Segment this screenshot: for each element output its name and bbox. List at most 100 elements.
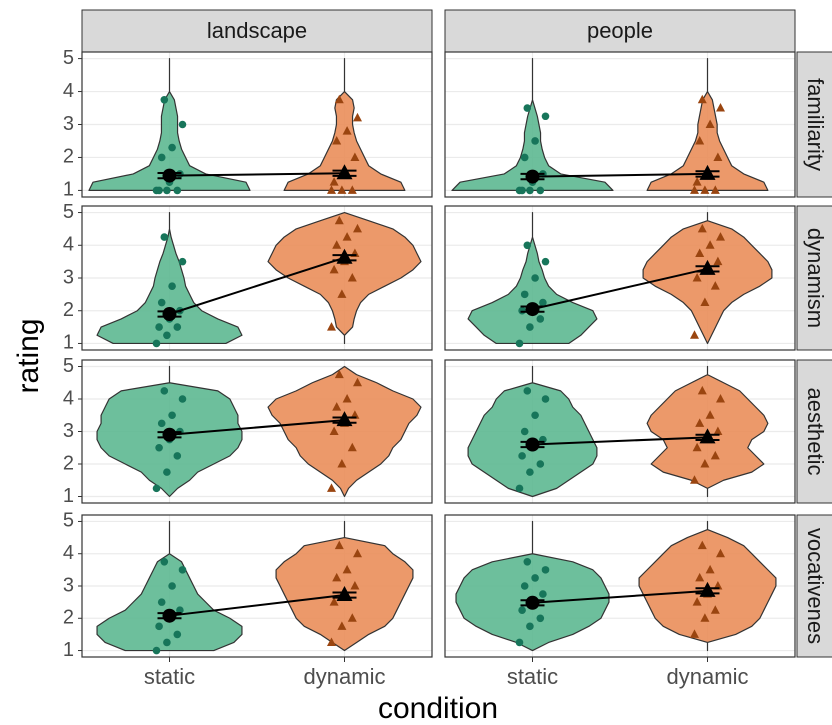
y-tick-label: 3	[63, 266, 74, 288]
point	[329, 426, 339, 435]
point	[342, 394, 352, 403]
point	[353, 548, 362, 558]
point	[152, 646, 161, 655]
point	[173, 186, 182, 195]
point	[157, 298, 166, 307]
row-strip-label: dynamism	[803, 228, 828, 328]
point	[178, 257, 187, 266]
point	[160, 233, 169, 241]
panel-border	[81, 51, 433, 198]
point	[539, 590, 547, 598]
point	[526, 323, 534, 331]
violin	[283, 57, 406, 192]
y-tick-label: 1	[63, 639, 74, 661]
panel-border	[81, 205, 433, 351]
point	[347, 442, 357, 452]
row-strip	[796, 514, 832, 658]
point	[518, 452, 526, 460]
point	[541, 566, 550, 574]
point	[155, 622, 163, 631]
mean-line	[169, 419, 345, 436]
point	[157, 153, 166, 162]
row-strip-label: aesthetic	[803, 387, 828, 475]
x-tick-label: dynamic	[304, 664, 386, 689]
row-strip	[796, 205, 832, 351]
point	[531, 574, 539, 582]
point	[700, 459, 710, 468]
point	[697, 94, 707, 104]
point	[327, 483, 336, 492]
row-strip-group: familiarity	[796, 51, 832, 198]
point	[155, 323, 163, 331]
point	[536, 460, 545, 468]
point	[541, 395, 550, 403]
mean-point	[525, 595, 540, 610]
point	[695, 248, 705, 257]
point	[160, 387, 169, 395]
point	[536, 186, 545, 195]
point	[155, 443, 163, 452]
x-tick-label: static	[144, 664, 195, 689]
violin	[275, 520, 414, 652]
point	[713, 426, 723, 435]
point	[716, 103, 725, 112]
point	[705, 119, 715, 128]
violin	[642, 211, 773, 345]
point	[337, 621, 347, 630]
point	[168, 582, 176, 590]
y-tick-label: 2	[63, 299, 74, 321]
point	[327, 322, 336, 331]
point	[152, 484, 161, 493]
point	[713, 256, 723, 266]
point	[353, 112, 362, 122]
point	[160, 95, 169, 104]
point	[695, 135, 705, 145]
point	[334, 369, 344, 379]
point	[515, 638, 524, 647]
point	[523, 387, 532, 395]
point	[332, 572, 342, 582]
row-strip	[796, 51, 832, 198]
point	[520, 582, 529, 590]
point	[700, 297, 710, 307]
point	[692, 597, 702, 606]
point	[690, 629, 699, 638]
y-tick-label: 1	[63, 485, 74, 507]
column-strip	[444, 9, 796, 53]
point	[520, 290, 529, 299]
point	[329, 597, 339, 606]
point	[168, 143, 176, 152]
point	[347, 273, 357, 282]
point	[347, 185, 357, 194]
point	[337, 289, 347, 298]
point	[173, 323, 182, 331]
point	[710, 185, 720, 194]
mean-point	[162, 427, 177, 442]
point	[173, 452, 182, 460]
point	[700, 185, 710, 194]
mean-point	[162, 608, 177, 623]
y-tick-label: 1	[63, 179, 74, 201]
violin	[267, 211, 422, 345]
row-strip-group: vocativenes	[796, 514, 832, 658]
point	[353, 223, 362, 233]
point	[515, 484, 524, 493]
point	[531, 411, 539, 420]
y-tick-label: 5	[63, 47, 74, 69]
row-strip-label: familiarity	[803, 78, 828, 171]
point	[350, 581, 360, 590]
point	[523, 557, 532, 566]
y-tick-label: 3	[63, 420, 74, 442]
point	[523, 241, 532, 250]
point	[173, 630, 182, 639]
point	[342, 232, 352, 241]
mean-line	[169, 594, 345, 617]
point	[518, 606, 526, 615]
point	[520, 427, 529, 436]
point	[342, 564, 352, 574]
point	[157, 419, 166, 428]
point	[152, 339, 161, 348]
point	[710, 281, 720, 290]
point	[163, 638, 171, 647]
